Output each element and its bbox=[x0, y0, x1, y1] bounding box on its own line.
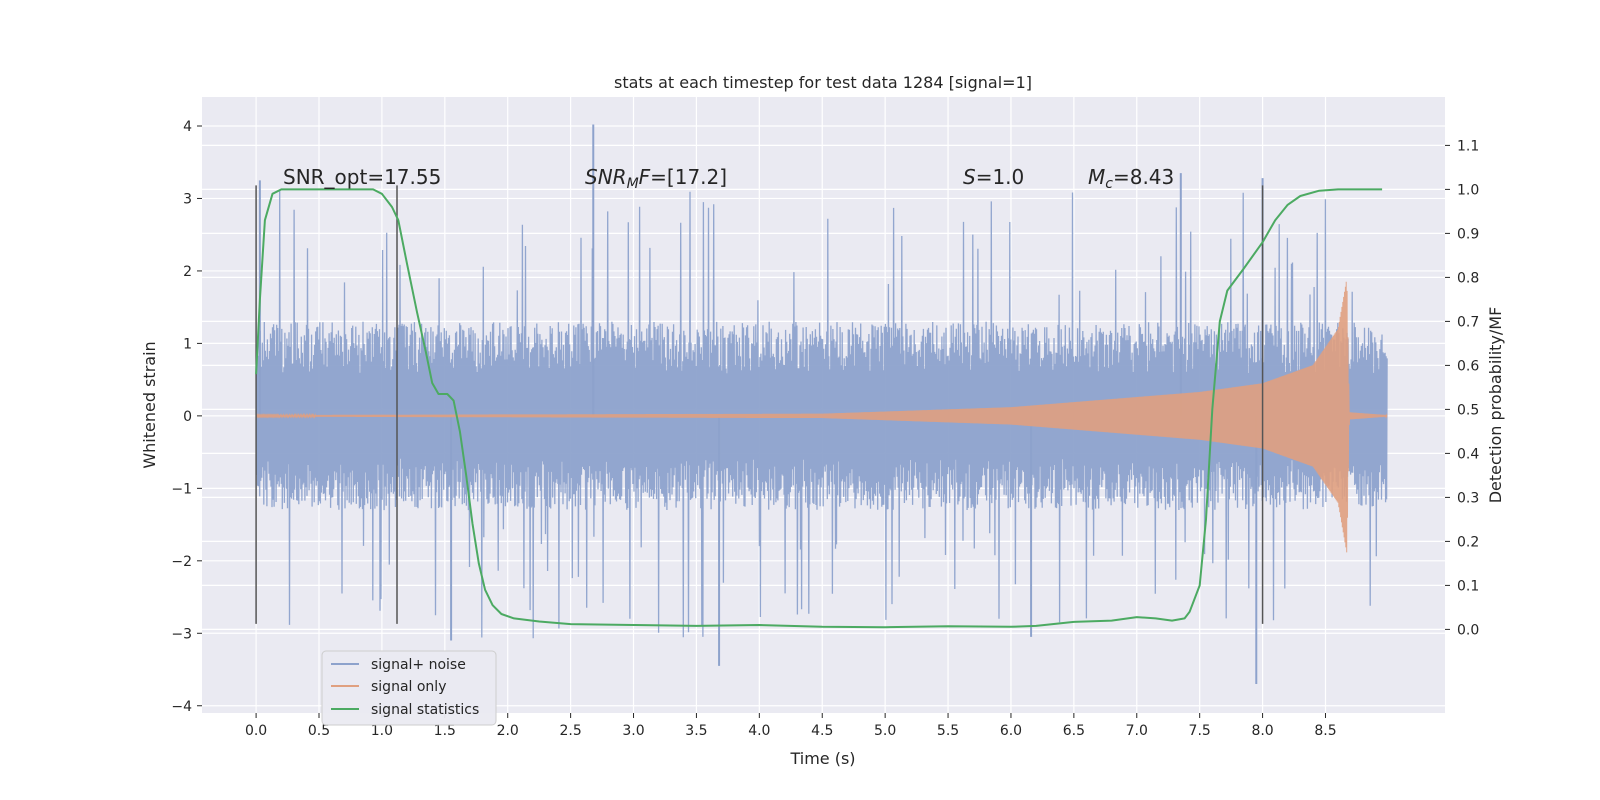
y-tick-label: 4 bbox=[183, 119, 192, 135]
x-tick-label: 1.0 bbox=[371, 723, 393, 739]
legend: signal+ noise signal only signal statist… bbox=[321, 650, 497, 726]
x-tick-label: 1.5 bbox=[434, 723, 456, 739]
series-signal-statistics bbox=[255, 188, 1383, 629]
x-tick-label: 3.5 bbox=[685, 723, 707, 739]
chart-title: stats at each timestep for test data 128… bbox=[614, 73, 1032, 92]
y-tick-label: 2 bbox=[183, 264, 192, 280]
x-axis-label: Time (s) bbox=[789, 749, 855, 768]
y2-tick-label: 0.1 bbox=[1457, 578, 1479, 594]
x-tick-label: 0.5 bbox=[308, 723, 330, 739]
mc-value: =8.43 bbox=[1113, 165, 1174, 189]
x-tick-label: 2.0 bbox=[497, 723, 519, 739]
y2-tick-label: 0.0 bbox=[1457, 622, 1479, 638]
vertical-markers bbox=[255, 185, 1264, 624]
y2-tick-label: 0.9 bbox=[1457, 226, 1479, 242]
snr-mf-subscript: M bbox=[627, 176, 639, 192]
x-tick-label: 4.0 bbox=[748, 723, 770, 739]
annotation-snr-mf: SNRMF=[17.2] bbox=[585, 165, 727, 192]
x-tick-label: 5.5 bbox=[937, 723, 959, 739]
y-axis-right: 1.1 1.0 0.9 0.8 0.7 0.6 0.5 0.4 0.3 0.2 0.1 0.0 bbox=[1445, 138, 1479, 638]
x-tick-label: 7.0 bbox=[1126, 723, 1148, 739]
annotations: SNR_opt=17.55 SNRMF=[17.2] S=1.0 Mc=8.43 bbox=[283, 165, 1174, 192]
statistics-line bbox=[255, 188, 1383, 629]
x-tick-label: 6.5 bbox=[1063, 723, 1085, 739]
y2-tick-label: 0.3 bbox=[1457, 490, 1479, 506]
snr-mf-symbol: SNR bbox=[585, 165, 627, 189]
legend-label-noise: signal+ noise bbox=[371, 657, 466, 673]
snr-mf-value: =[17.2] bbox=[650, 165, 727, 189]
y2-tick-label: 0.7 bbox=[1457, 314, 1479, 330]
x-tick-label: 7.5 bbox=[1189, 723, 1211, 739]
y-axis-label: Whitened strain bbox=[140, 341, 159, 468]
snr-mf-f: F bbox=[639, 165, 651, 189]
legend-label-signal: signal only bbox=[371, 679, 446, 695]
y2-tick-label: 0.6 bbox=[1457, 358, 1479, 374]
mc-symbol: M bbox=[1088, 165, 1105, 189]
legend-label-stat: signal statistics bbox=[371, 702, 479, 718]
y2-tick-label: 1.1 bbox=[1457, 138, 1479, 154]
s-symbol: S bbox=[963, 165, 976, 189]
x-tick-label: 2.5 bbox=[559, 723, 581, 739]
y-tick-label: 3 bbox=[183, 191, 192, 207]
y2-tick-label: 0.8 bbox=[1457, 270, 1479, 286]
y2-tick-label: 0.5 bbox=[1457, 402, 1479, 418]
y2-tick-label: 0.2 bbox=[1457, 534, 1479, 550]
y-tick-label: −4 bbox=[171, 699, 192, 715]
x-tick-label: 3.0 bbox=[622, 723, 644, 739]
x-tick-label: 6.0 bbox=[1000, 723, 1022, 739]
y2-axis-label: Detection probability/MF bbox=[1486, 307, 1505, 504]
mc-subscript: c bbox=[1105, 176, 1113, 192]
x-tick-label: 8.5 bbox=[1314, 723, 1336, 739]
y2-tick-label: 1.0 bbox=[1457, 182, 1479, 198]
annotation-s: S=1.0 bbox=[963, 165, 1024, 189]
x-tick-label: 0.0 bbox=[245, 723, 267, 739]
series-signal-only bbox=[255, 281, 1388, 553]
annotation-snr-opt: SNR_opt=17.55 bbox=[283, 165, 441, 189]
y-tick-label: −2 bbox=[171, 554, 192, 570]
legend-box bbox=[321, 650, 497, 726]
y-tick-label: −1 bbox=[171, 481, 192, 497]
y-tick-label: 1 bbox=[183, 336, 192, 352]
y-tick-label: 0 bbox=[183, 409, 192, 425]
signal-line bbox=[255, 281, 1388, 553]
x-tick-label: 5.0 bbox=[874, 723, 896, 739]
y-axis-left: 4 3 2 1 0 −1 −2 −3 −4 bbox=[171, 119, 202, 715]
x-axis: 0.0 0.5 1.0 1.5 2.0 2.5 3.0 3.5 4.0 4.5 5.0 5.5 6.0 6… bbox=[245, 713, 1337, 739]
s-value: =1.0 bbox=[976, 165, 1025, 189]
y2-tick-label: 0.4 bbox=[1457, 446, 1479, 462]
x-tick-label: 4.5 bbox=[811, 723, 833, 739]
x-tick-label: 8.0 bbox=[1251, 723, 1273, 739]
y-tick-label: −3 bbox=[171, 626, 192, 642]
annotation-mc: Mc=8.43 bbox=[1088, 165, 1174, 192]
